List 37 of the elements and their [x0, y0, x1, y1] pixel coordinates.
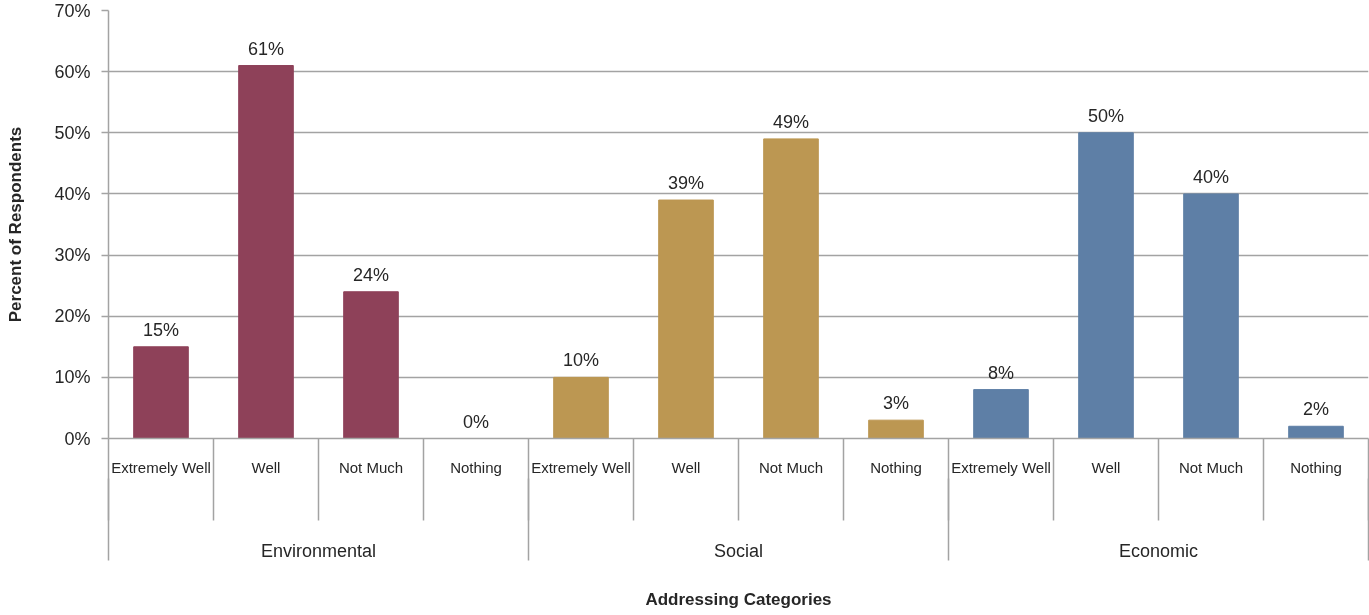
data-label: 10%	[562, 350, 600, 371]
data-label: 50%	[1087, 105, 1125, 126]
series-label: Well	[251, 458, 281, 476]
x-tick-label: Economic	[1118, 540, 1199, 561]
series-label: Nothing	[450, 458, 502, 476]
text: Nothing	[870, 458, 922, 476]
x-axis-title: Addressing Categories	[645, 589, 832, 609]
y-tick-label: 30%	[54, 245, 91, 266]
data-label: 24%	[352, 264, 390, 285]
data-label: 61%	[247, 38, 285, 59]
text: Extremely Well	[951, 458, 1051, 476]
x-tick-label: Environmental	[260, 540, 377, 561]
text: Well	[1091, 458, 1121, 476]
y-axis-title: Percent of Respondents	[6, 126, 26, 323]
y-tick-label: 50%	[54, 122, 91, 143]
data-label: 0%	[462, 411, 490, 432]
data-label: 15%	[142, 319, 180, 340]
y-tick-label: 0%	[64, 428, 91, 449]
y-tick-label: 10%	[54, 367, 91, 388]
y-tick-label: 40%	[54, 183, 91, 204]
y-tick-label: 60%	[54, 61, 91, 82]
data-label: 8%	[987, 362, 1015, 383]
series-label: Extremely Well	[111, 458, 211, 476]
y-tick-label: 70%	[54, 0, 91, 21]
text: Extremely Well	[531, 458, 631, 476]
x-tick-label: Social	[713, 540, 764, 561]
data-label: 49%	[772, 111, 810, 132]
text: Well	[671, 458, 701, 476]
text: Nothing	[1290, 458, 1342, 476]
data-label: 3%	[882, 393, 910, 414]
series-label: Not Much	[338, 458, 404, 476]
data-label: 2%	[1302, 399, 1330, 420]
data-label: 39%	[667, 173, 705, 194]
text: Not Much	[758, 458, 824, 476]
y-tick-label: 20%	[54, 306, 91, 327]
text: Not Much	[1178, 458, 1244, 476]
data-label: 40%	[1192, 166, 1230, 187]
